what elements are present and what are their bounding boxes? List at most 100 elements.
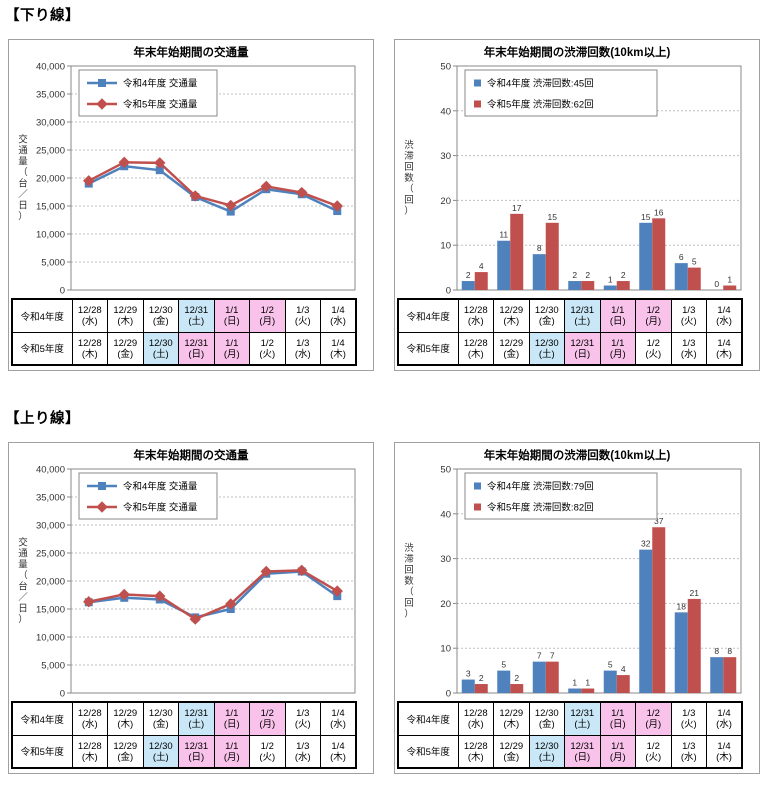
weekday-text: (木) (716, 348, 732, 360)
weekday-text: (金) (152, 719, 169, 731)
date-text: 12/29 (499, 305, 524, 317)
bar (710, 657, 724, 693)
date-text: 1/2 (646, 708, 660, 720)
date-cell: 1/4 (水) (706, 298, 743, 333)
date-cell: 1/1 (日) (213, 298, 250, 333)
date-text: 12/30 (148, 337, 173, 349)
y-tick-label: 5,000 (41, 258, 65, 269)
date-text: 12/28 (77, 740, 102, 752)
date-cell: 1/4 (木) (320, 734, 357, 769)
bar-value-label: 32 (641, 539, 651, 549)
date-cell: 12/30 (土) (528, 331, 565, 366)
bar (510, 684, 524, 693)
date-text: 1/4 (717, 337, 731, 349)
weekday-text: (木) (716, 751, 732, 763)
legend-box (464, 69, 658, 117)
date-cell: 1/2 (火) (635, 331, 672, 366)
date-cell: 1/1 (日) (599, 701, 636, 736)
y-tick-label: 40 (440, 106, 451, 117)
panel-down-traffic-volume: 年末年始期間の交通量 0 5,000 10,000 15,000 20,000 25,000… (8, 39, 374, 371)
weekday-text: (日) (574, 348, 591, 360)
y-tick-label: 0 (446, 689, 451, 700)
date-cell: 1/2 (火) (249, 331, 286, 366)
weekday-text: (日) (223, 316, 240, 328)
date-text: 1/2 (646, 740, 660, 752)
bar (545, 661, 559, 693)
y-tick-label: 15,000 (36, 202, 65, 213)
bar (532, 661, 546, 693)
date-cell: 1/4 (木) (320, 331, 357, 366)
weekday-text: (火) (680, 719, 697, 731)
weekday-text: (木) (503, 719, 520, 731)
date-cell: 1/1 (日) (599, 298, 636, 333)
weekday-text: (金) (503, 348, 520, 360)
date-text: 12/31 (570, 337, 595, 349)
weekday-text: (日) (188, 751, 205, 763)
bar-value-label: 18 (677, 601, 687, 611)
date-cell: 1/4 (水) (320, 298, 357, 333)
date-cell: 12/30 (土) (528, 734, 565, 769)
weekday-text: (土) (574, 719, 591, 731)
date-cell: 12/29 (木) (493, 701, 530, 736)
series-line (88, 569, 338, 621)
date-table-row: 令和4年度 12/28 (水) 12/29 (木) 12/30 (金) 12/31 (土) 1/1… (397, 701, 743, 736)
legend-swatch (474, 503, 481, 511)
bar (510, 213, 524, 290)
y-axis-title: 交通量（台／日） (18, 134, 28, 223)
legend-label: 令和5年度 交通量 (123, 99, 198, 111)
y-tick-label: 20,000 (36, 174, 65, 185)
date-cell: 1/4 (木) (706, 734, 743, 769)
weekday-text: (月) (609, 751, 626, 763)
weekday-text: (水) (467, 719, 484, 731)
date-text: 12/28 (463, 708, 488, 720)
up-traffic-volume-plot: 0 5,000 10,000 15,000 20,000 25,000 30,000 35,0… (18, 465, 356, 700)
bar-value-label: 21 (690, 588, 700, 598)
date-text: 1/3 (682, 337, 696, 349)
fiscal-year-label: 令和4年度 (11, 701, 73, 736)
weekday-text: (木) (467, 348, 484, 360)
y-tick-label: 15,000 (36, 605, 65, 616)
date-cell: 12/28 (水) (71, 701, 108, 736)
date-text: 12/31 (184, 305, 209, 317)
bar (723, 285, 737, 290)
weekday-text: (水) (467, 316, 484, 328)
section-heading-up-line: 【上り線】 (5, 411, 80, 427)
date-table: 令和4年度 12/28 (水) 12/29 (木) 12/30 (金) 12/31 (土) 1/1… (397, 298, 743, 366)
bar-value-label: 6 (679, 252, 684, 262)
bar (568, 688, 582, 693)
weekday-text: (月) (645, 719, 662, 731)
date-text: 1/3 (296, 708, 310, 720)
weekday-text: (火) (294, 719, 311, 731)
date-text: 1/1 (611, 337, 625, 349)
fiscal-year-label: 令和4年度 (11, 298, 73, 333)
bar (581, 688, 595, 693)
date-table-row: 令和4年度 12/28 (水) 12/29 (木) 12/30 (金) 12/31 (土) 1/1… (397, 298, 743, 333)
legend-label: 令和4年度 渋滞回数:79回 (487, 481, 594, 493)
date-cell: 12/29 (金) (107, 734, 144, 769)
fiscal-year-label: 令和5年度 (397, 331, 459, 366)
date-text: 12/30 (148, 708, 173, 720)
diamond-marker (118, 588, 130, 601)
bar-value-label: 2 (514, 673, 519, 683)
date-text: 1/3 (682, 740, 696, 752)
bar (652, 218, 666, 290)
date-cell: 1/3 (水) (284, 331, 321, 366)
date-text: 1/2 (260, 740, 274, 752)
date-text: 12/30 (534, 305, 559, 317)
weekday-text: (月) (645, 316, 662, 328)
date-text: 1/4 (717, 305, 731, 317)
weekday-text: (金) (538, 316, 555, 328)
weekday-text: (金) (152, 316, 169, 328)
date-cell: 1/2 (月) (635, 298, 672, 333)
weekday-text: (木) (117, 719, 134, 731)
bar-value-label: 16 (654, 207, 664, 217)
panel-down-congestion-count: 年末年始期間の渋滞回数(10km以上) 0 10 20 30 40 50 渋滞回数（回） 2 11… (394, 39, 760, 371)
bar (652, 527, 666, 693)
date-cell: 12/31 (日) (178, 331, 215, 366)
weekday-text: (月) (259, 719, 276, 731)
diamond-marker (260, 565, 272, 578)
date-text: 12/28 (77, 337, 102, 349)
weekday-text: (日) (574, 751, 591, 763)
date-cell: 1/3 (火) (670, 701, 707, 736)
